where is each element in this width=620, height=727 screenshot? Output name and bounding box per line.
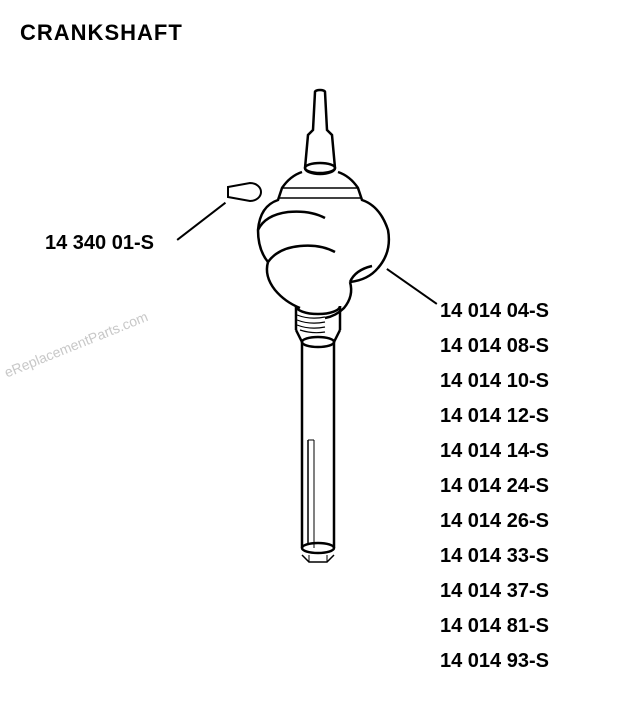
woodruff-key-shape (228, 183, 261, 201)
crankshaft-shape (258, 90, 389, 562)
crankshaft-diagram (0, 0, 620, 727)
